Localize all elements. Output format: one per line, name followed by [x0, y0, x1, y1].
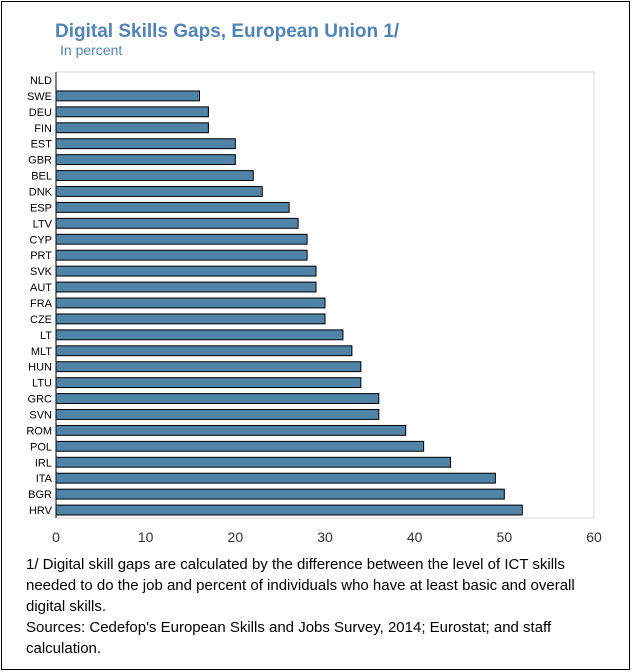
bar-hun	[55, 361, 362, 373]
category-label: AUT	[30, 282, 52, 294]
category-label: ESP	[30, 202, 52, 214]
bar-pol	[55, 440, 425, 452]
category-label: POL	[30, 441, 52, 453]
category-label: HUN	[28, 362, 52, 374]
category-label: LTV	[33, 218, 53, 230]
x-tick-label: 10	[138, 529, 154, 545]
x-tick-label: 0	[52, 529, 60, 545]
category-label: DNK	[29, 186, 53, 198]
category-label: CYP	[29, 234, 52, 246]
bar-ita	[55, 472, 496, 484]
category-label: MLT	[31, 346, 52, 358]
bar-irl	[55, 456, 452, 468]
bar-gbr	[55, 154, 236, 166]
chart-subtitle: In percent	[60, 42, 123, 58]
category-label: LTU	[32, 378, 52, 390]
category-label: BEL	[31, 171, 52, 183]
bar-lt	[55, 329, 344, 341]
bar-rom	[55, 424, 407, 436]
category-label: EST	[31, 139, 53, 151]
bar-swe	[55, 90, 200, 102]
bar-bel	[55, 170, 254, 181]
bar-fin	[55, 122, 209, 134]
bar-hrv	[55, 504, 523, 516]
bar-ltu	[55, 377, 362, 389]
bar-esp	[55, 201, 290, 213]
category-label: BGR	[28, 489, 52, 501]
bar-fra	[55, 297, 326, 309]
category-label: FRA	[30, 298, 53, 310]
category-label: PRT	[30, 250, 52, 262]
x-tick-label: 30	[317, 529, 333, 545]
category-label: LT	[40, 330, 52, 342]
sources-note: Sources: Cedefop's European Skills and J…	[26, 619, 552, 657]
bar-ltv	[55, 217, 299, 229]
bar-prt	[55, 249, 308, 261]
category-label: NLD	[30, 75, 52, 87]
bar-chart: NLD SWE DEU FIN EST GBR BEL DNK ESP LTV CYP PRT SVK A…	[26, 71, 602, 545]
footnote: 1/ Digital skill gaps are calculated by …	[26, 556, 575, 615]
bar-bgr	[55, 488, 505, 500]
x-tick-label: 50	[497, 529, 513, 545]
bar-mlt	[55, 345, 353, 357]
bar-deu	[55, 106, 209, 118]
category-label: ITA	[36, 473, 53, 485]
chart-title: Digital Skills Gaps, European Union 1/	[55, 21, 400, 42]
x-tick-label: 20	[228, 529, 244, 545]
category-label: GBR	[28, 155, 52, 167]
bar-svn	[55, 409, 380, 420]
category-label: SVN	[29, 409, 52, 421]
category-label: FIN	[34, 123, 52, 135]
category-label: SVK	[30, 266, 53, 278]
bar-dnk	[55, 186, 263, 197]
bar-cze	[55, 313, 326, 325]
category-label: HRV	[29, 505, 53, 517]
category-label: CZE	[30, 314, 52, 326]
bar-cyp	[55, 233, 308, 245]
category-label: DEU	[29, 107, 52, 119]
bar-aut	[55, 281, 317, 293]
category-label: GRC	[28, 394, 53, 406]
bar-grc	[55, 393, 380, 404]
category-label: SWE	[27, 91, 52, 103]
chart-notes: 1/ Digital skill gaps are calculated by …	[26, 554, 616, 659]
category-label: IRL	[35, 457, 52, 469]
bar-svk	[55, 265, 317, 277]
x-tick-label: 40	[407, 529, 423, 545]
x-tick-label: 60	[586, 529, 602, 545]
category-label: ROM	[26, 425, 52, 437]
bar-est	[55, 138, 236, 150]
